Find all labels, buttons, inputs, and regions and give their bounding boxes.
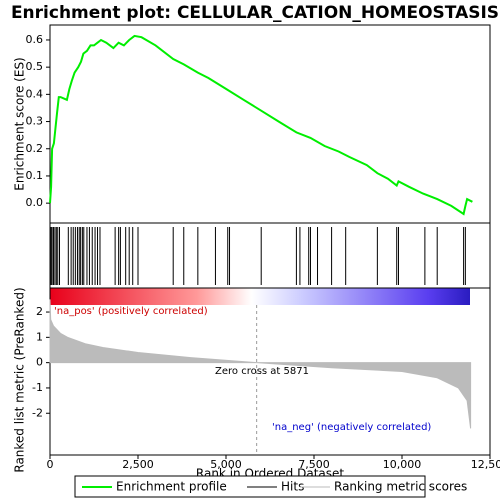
- annotation: 'na_pos' (positively correlated): [54, 306, 208, 317]
- y-tick-label: 1: [36, 330, 43, 343]
- y-tick-label: 0.1: [26, 169, 44, 182]
- legend: Enrichment profile Hits Ranking metric s…: [74, 475, 467, 498]
- legend-entry: Hits: [281, 480, 304, 494]
- legend-entry: Ranking metric scores: [334, 480, 467, 494]
- y-tick-label: -2: [32, 406, 43, 419]
- y-axis-label: Ranked list metric (PreRanked): [13, 287, 27, 472]
- y-tick-label: 0.6: [26, 33, 44, 46]
- y-tick-label: 0.0: [26, 196, 44, 209]
- metric-area: [49, 299, 472, 429]
- y-tick-label: -1: [32, 381, 43, 394]
- y-tick-label: 0.3: [26, 115, 44, 128]
- y-axis-label: Enrichment score (ES): [13, 57, 27, 190]
- metric-frame: [49, 287, 491, 456]
- y-tick-label: 0: [36, 356, 43, 369]
- x-tick-label: 10,000: [383, 458, 422, 471]
- rank-color-band: [50, 288, 470, 305]
- annotation: Zero cross at 5871: [215, 366, 309, 377]
- x-tick-label: 12,500: [471, 458, 500, 471]
- y-tick-label: 0.4: [26, 87, 44, 100]
- y-tick-label: 0.5: [26, 60, 44, 73]
- y-tick-label: 0.2: [26, 142, 44, 155]
- y-tick-label: 2: [36, 305, 43, 318]
- x-tick-label: 2,500: [122, 458, 154, 471]
- annotation: 'na_neg' (negatively correlated): [272, 422, 431, 433]
- legend-entry: Enrichment profile: [116, 480, 227, 494]
- chart-title: Enrichment plot: CELLULAR_CATION_HOMEOST…: [11, 3, 499, 23]
- es-line: [49, 34, 473, 216]
- x-tick-label: 0: [47, 458, 54, 471]
- x-tick-label: 7,500: [298, 458, 330, 471]
- x-tick-label: 5,000: [210, 458, 242, 471]
